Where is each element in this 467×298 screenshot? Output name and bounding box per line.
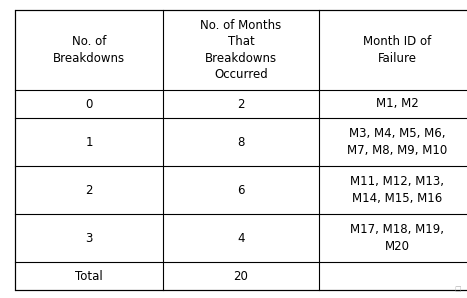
Text: Total: Total bbox=[75, 269, 103, 283]
Text: M3, M4, M5, M6,
M7, M8, M9, M10: M3, M4, M5, M6, M7, M8, M9, M10 bbox=[347, 127, 447, 157]
Text: 4: 4 bbox=[237, 232, 245, 244]
Text: M11, M12, M13,
M14, M15, M16: M11, M12, M13, M14, M15, M16 bbox=[350, 175, 444, 205]
Text: 0: 0 bbox=[85, 97, 92, 111]
Text: Month ID of
Failure: Month ID of Failure bbox=[363, 35, 431, 65]
Text: 6: 6 bbox=[237, 184, 245, 196]
Text: 1: 1 bbox=[85, 136, 93, 148]
Text: M1, M2: M1, M2 bbox=[375, 97, 418, 111]
Text: □: □ bbox=[454, 286, 461, 292]
Text: 2: 2 bbox=[85, 184, 93, 196]
Text: No. of Months
That
Breakdowns
Occurred: No. of Months That Breakdowns Occurred bbox=[200, 19, 282, 81]
Text: M17, M18, M19,
M20: M17, M18, M19, M20 bbox=[350, 223, 444, 253]
Text: 20: 20 bbox=[234, 269, 248, 283]
Text: 8: 8 bbox=[237, 136, 245, 148]
Text: 3: 3 bbox=[85, 232, 92, 244]
Text: 2: 2 bbox=[237, 97, 245, 111]
Text: No. of
Breakdowns: No. of Breakdowns bbox=[53, 35, 125, 65]
